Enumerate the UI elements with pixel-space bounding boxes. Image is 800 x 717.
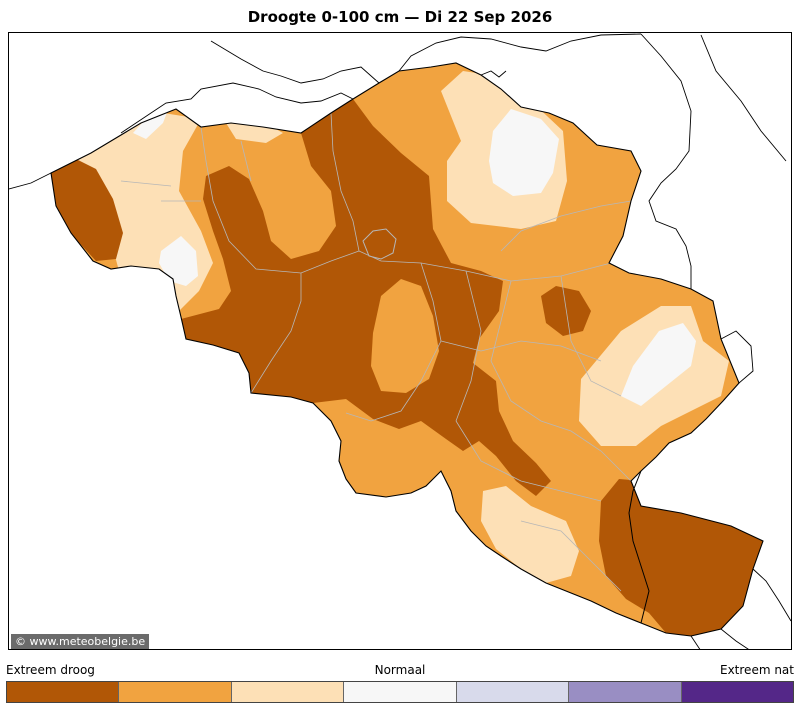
zone-slightly-dry-south — [481, 486, 579, 583]
zone-normal-north — [489, 109, 559, 196]
legend-label-normal: Normaal — [374, 663, 426, 677]
map-title: Droogte 0-100 cm — Di 22 Sep 2026 — [247, 8, 553, 26]
drought-fill — [51, 63, 763, 636]
zone-normal-west — [159, 236, 198, 286]
zone-dry-center — [371, 279, 439, 393]
credit-label: © www.meteobelgie.be — [11, 634, 150, 649]
legend-swatch — [569, 682, 682, 702]
legend-label-extreme-dry: Extreem droog — [6, 663, 95, 677]
legend-colorbar — [6, 681, 794, 703]
legend-swatch — [456, 682, 570, 702]
legend-swatch — [7, 682, 120, 702]
zone-extreme-dry-west — [51, 159, 123, 261]
legend-labels: Extreem droog Normaal Extreem nat — [6, 663, 794, 679]
zone-normal-east — [621, 323, 696, 406]
brussels-region — [362, 228, 397, 260]
legend-swatch — [231, 682, 345, 702]
neighbour-borders — [9, 33, 791, 649]
legend-swatch — [681, 682, 793, 702]
drought-map — [8, 32, 792, 650]
belgium-border — [50, 62, 764, 637]
zone-extreme-dry-central — [181, 99, 551, 496]
legend-label-extreme-wet: Extreem nat — [720, 663, 794, 677]
legend-swatch — [119, 682, 232, 702]
legend-swatch — [344, 682, 457, 702]
zone-extreme-dry-southeast — [599, 479, 763, 636]
luxembourg-border — [628, 470, 650, 624]
province-borders — [120, 112, 632, 592]
